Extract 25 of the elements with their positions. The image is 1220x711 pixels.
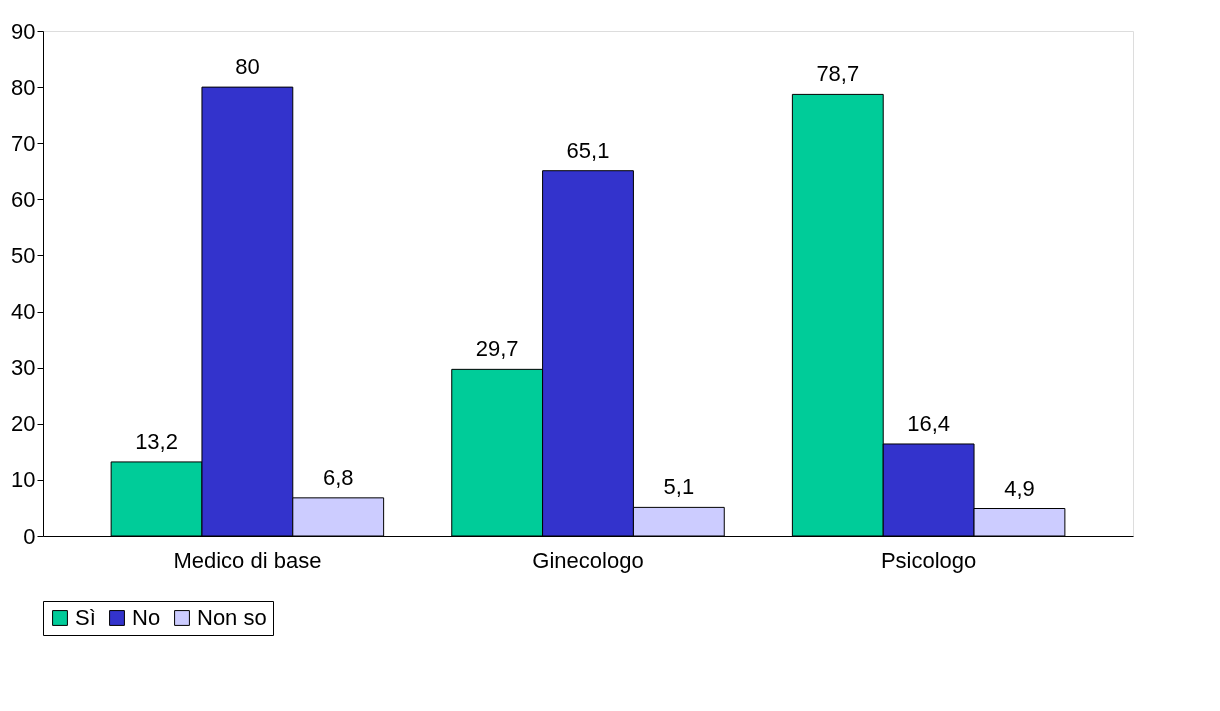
legend-label: Sì bbox=[75, 605, 96, 630]
y-tick-label: 70 bbox=[11, 130, 36, 156]
data-label: 65,1 bbox=[566, 137, 610, 163]
data-label: 16,4 bbox=[907, 410, 951, 436]
x-tick-label: Psicologo bbox=[880, 547, 977, 573]
data-label: 13,2 bbox=[135, 428, 178, 454]
y-tick-label: 40 bbox=[11, 299, 36, 325]
y-tick-label: 0 bbox=[23, 523, 36, 549]
y-tick-label: 30 bbox=[11, 355, 36, 381]
legend-label: Non so bbox=[197, 605, 267, 630]
data-label: 80 bbox=[235, 54, 260, 80]
data-label: 78,7 bbox=[816, 61, 860, 87]
data-label: 5,1 bbox=[663, 474, 695, 500]
y-tick-label: 20 bbox=[11, 411, 36, 437]
y-tick-label: 80 bbox=[11, 74, 36, 100]
y-tick-label: 90 bbox=[11, 18, 36, 44]
data-label: 29,7 bbox=[475, 336, 519, 362]
data-label: 6,8 bbox=[322, 464, 354, 490]
data-label: 4,9 bbox=[1004, 475, 1035, 501]
x-tick-label: Ginecologo bbox=[532, 547, 644, 573]
x-tick-label: Medico di base bbox=[173, 547, 322, 573]
y-tick-label: 10 bbox=[11, 467, 36, 493]
y-tick-label: 60 bbox=[11, 186, 36, 212]
legend-label: No bbox=[132, 605, 161, 630]
y-tick-label: 50 bbox=[11, 242, 36, 268]
